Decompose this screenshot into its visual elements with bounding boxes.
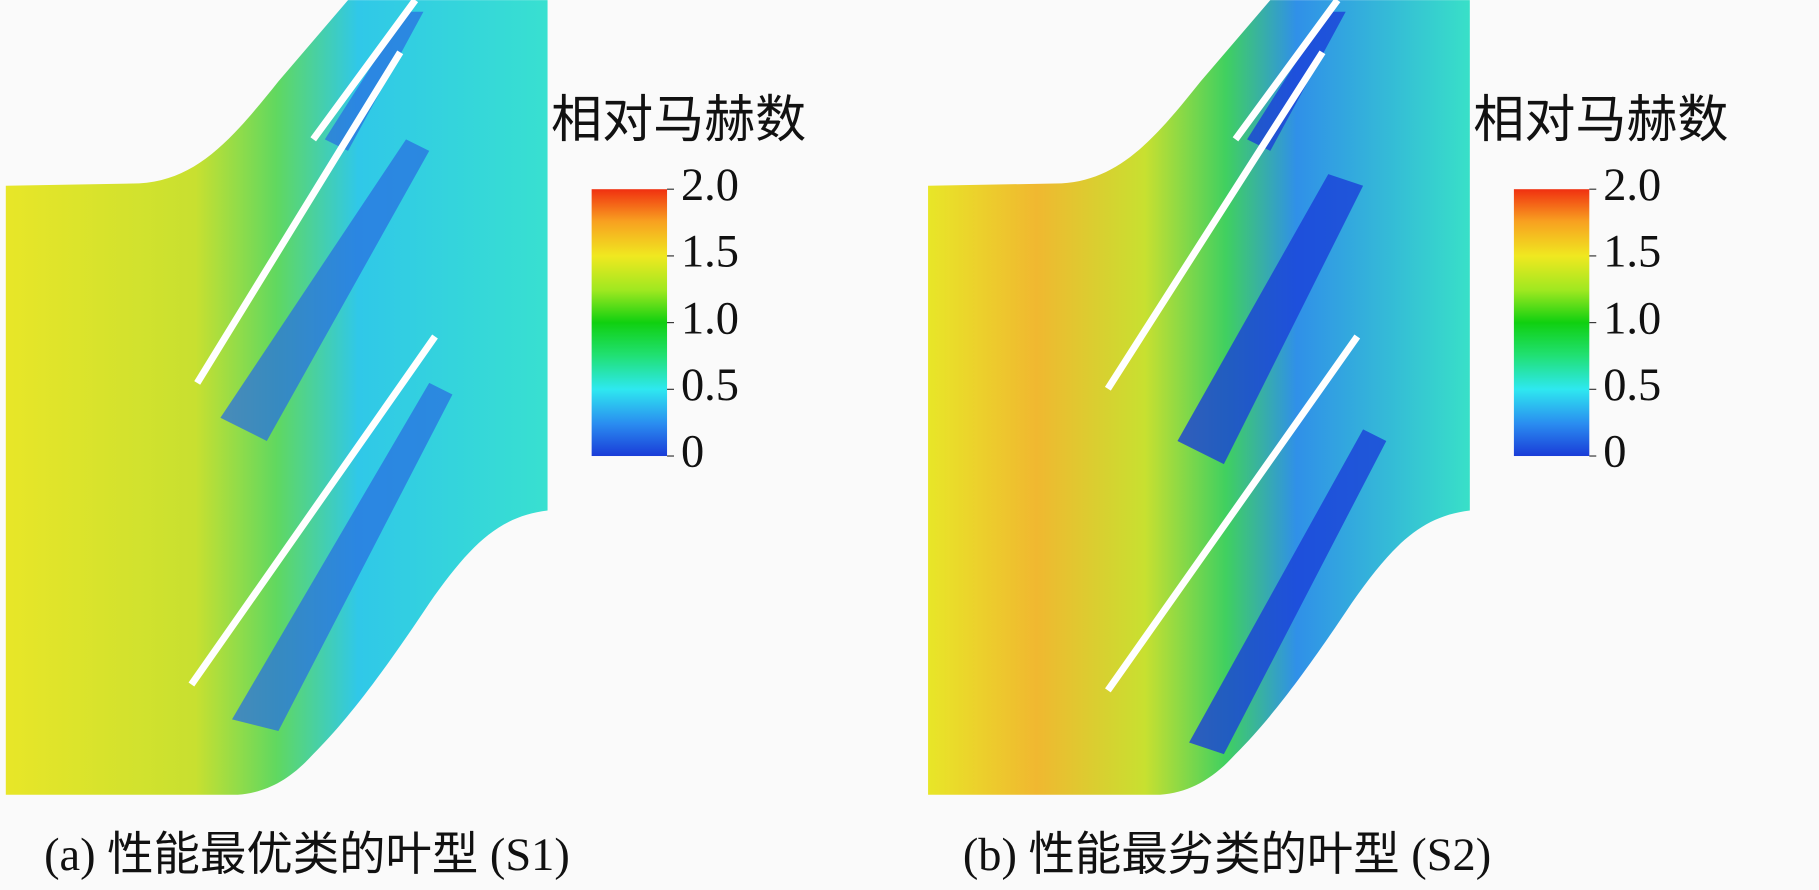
tick-label: 0: [1603, 427, 1626, 478]
legend-title: 相对马赫数: [1473, 93, 1728, 149]
blade: [188, 0, 438, 687]
tick-label: 1.0: [681, 293, 739, 344]
tick-label: 1.5: [1603, 227, 1661, 278]
panel: 相对马赫数 (a) 性能最优类的叶型 (S1) 2.0 1.5 1.0 0.5 0: [5, 0, 806, 881]
caption: (b) 性能最劣类的叶型 (S2): [963, 830, 1491, 881]
tick-label: 2.0: [1603, 160, 1661, 211]
legend-title: 相对马赫数: [551, 93, 806, 149]
tick-label: 1.0: [1603, 293, 1661, 344]
blade: [1104, 0, 1361, 693]
tick-label: 0: [681, 427, 704, 478]
flow-field: [928, 0, 1470, 795]
colorbar: [1513, 189, 1590, 457]
tick-label: 2.0: [681, 160, 739, 211]
caption: (a) 性能最优类的叶型 (S1): [44, 830, 570, 881]
low-mach-zone: [220, 11, 453, 731]
tick-label: 0.5: [681, 360, 739, 411]
colorbar: [591, 189, 668, 457]
low-mach-zone: [1177, 11, 1387, 755]
tick-label: 0.5: [1603, 360, 1661, 411]
panel: 相对马赫数 (b) 性能最劣类的叶型 (S2) 2.0 1.5 1.0 0.5 0: [928, 0, 1728, 881]
tick-label: 1.5: [681, 227, 739, 278]
